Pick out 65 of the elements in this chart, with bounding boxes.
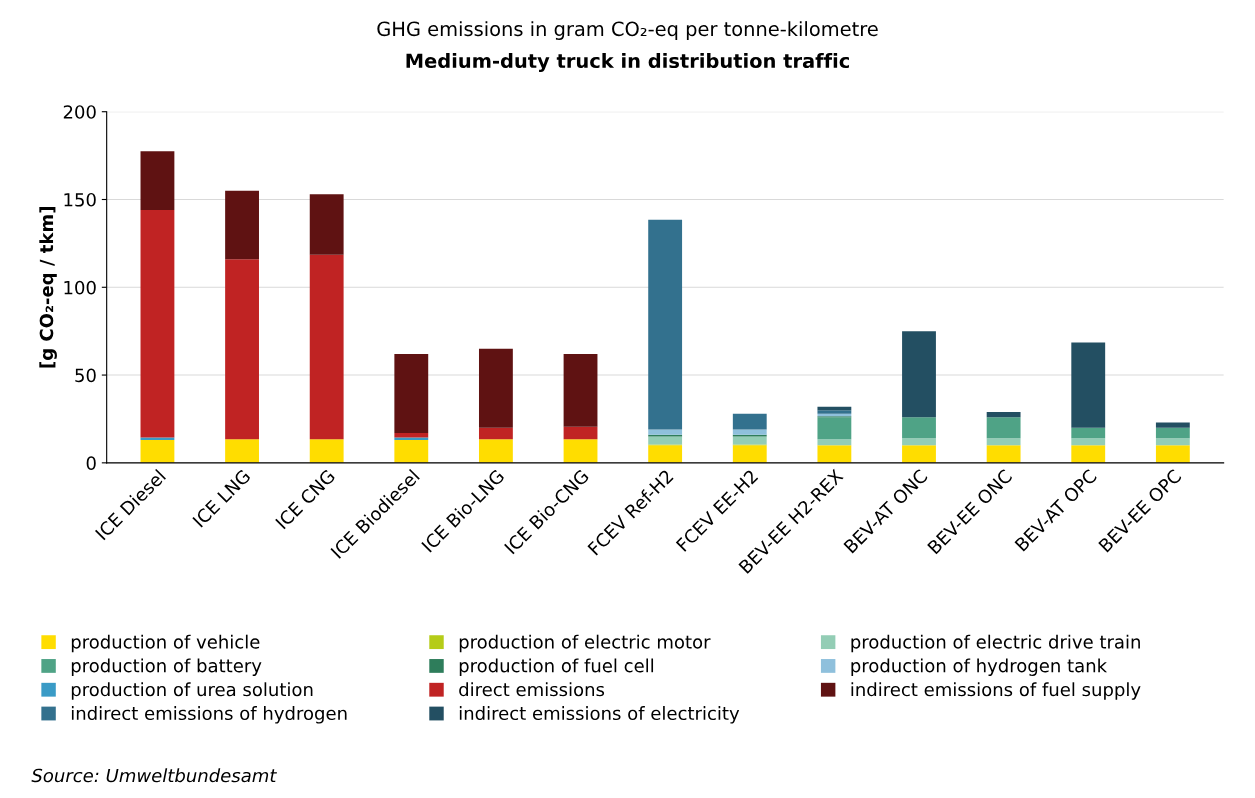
bar xyxy=(986,438,1021,446)
bar xyxy=(732,429,767,435)
bar xyxy=(478,427,513,440)
legend-label: production of electric drive train xyxy=(851,634,1140,653)
bar xyxy=(817,445,852,463)
legend-label: production of electric motor xyxy=(459,634,711,653)
bar xyxy=(394,432,429,438)
bar xyxy=(140,437,175,441)
y-axis-title: [g CO₂-eq / tkm] xyxy=(39,207,57,368)
bar xyxy=(394,440,429,463)
y-tick-label: 100 xyxy=(64,280,96,295)
legend-label: production of urea solution xyxy=(71,682,313,700)
chart-title: GHG emissions in gram CO₂-eq per tonne-kilometre xyxy=(377,21,878,40)
bar xyxy=(732,445,767,463)
bar xyxy=(1155,427,1190,439)
bar xyxy=(309,254,344,440)
source-note: Source: Umweltbundesamt xyxy=(31,768,277,783)
bar xyxy=(563,439,598,463)
bar xyxy=(478,348,513,428)
bar xyxy=(902,331,936,418)
bar xyxy=(1071,445,1106,463)
bar xyxy=(394,353,429,433)
y-tick-label: 0 xyxy=(86,456,96,470)
bar xyxy=(309,194,344,255)
bar xyxy=(563,426,598,440)
bar xyxy=(1155,422,1190,428)
bar xyxy=(225,259,259,440)
bar xyxy=(563,353,598,427)
bar xyxy=(732,413,767,430)
bar xyxy=(648,429,683,435)
bar xyxy=(225,190,259,260)
bar xyxy=(648,445,683,463)
bar xyxy=(1071,342,1106,428)
bar xyxy=(986,417,1021,439)
bar xyxy=(986,411,1021,418)
bar xyxy=(1071,438,1106,446)
legend-label: indirect emissions of hydrogen xyxy=(71,706,347,724)
bar xyxy=(1071,427,1106,439)
legend-label: production of vehicle xyxy=(71,634,260,653)
bar xyxy=(478,439,513,463)
y-tick-label: 200 xyxy=(63,105,96,119)
y-tick-label: 50 xyxy=(75,368,96,383)
legend-label: production of hydrogen tank xyxy=(851,658,1108,676)
bar xyxy=(902,417,936,439)
bar xyxy=(140,440,175,463)
y-tick-label: 150 xyxy=(64,192,96,207)
bar xyxy=(986,445,1021,463)
bar xyxy=(225,439,259,463)
bar xyxy=(394,437,429,441)
bar xyxy=(817,417,852,440)
legend-label: production of battery xyxy=(71,658,262,676)
legend-label: indirect emissions of fuel supply xyxy=(851,682,1141,700)
chart-subtitle: Medium-duty truck in distribution traffic xyxy=(406,53,849,73)
bar xyxy=(817,439,852,446)
bar xyxy=(1155,445,1190,463)
legend-label: indirect emissions of electricity xyxy=(459,706,740,724)
bar xyxy=(1155,438,1190,446)
bar xyxy=(140,210,175,438)
legend-label: direct emissions xyxy=(459,682,605,697)
bar xyxy=(140,151,175,211)
bar xyxy=(648,219,683,430)
bar xyxy=(309,439,344,463)
bar xyxy=(902,445,936,463)
legend-label: production of fuel cell xyxy=(459,658,654,676)
bar xyxy=(902,438,936,446)
